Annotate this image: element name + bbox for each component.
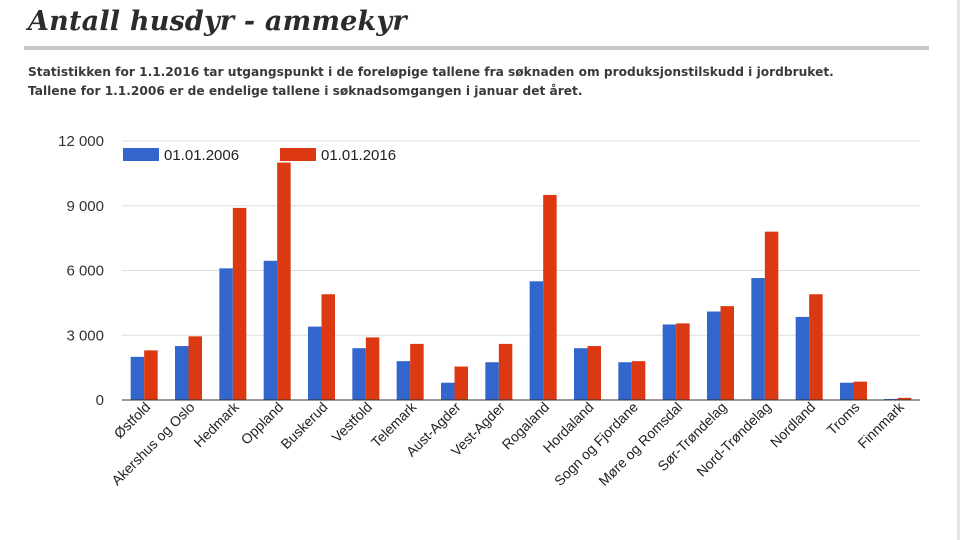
bar-2016[interactable] bbox=[631, 361, 646, 400]
bar-2006[interactable] bbox=[396, 361, 411, 400]
bars bbox=[130, 162, 912, 400]
legend-swatch-2006[interactable] bbox=[123, 148, 159, 161]
bar-2016[interactable] bbox=[897, 397, 912, 400]
bar-2016[interactable] bbox=[365, 337, 380, 400]
bar-2016[interactable] bbox=[587, 346, 602, 400]
x-category-label: Finnmark bbox=[854, 398, 907, 451]
x-category-label: Nordland bbox=[767, 399, 818, 450]
bar-2016[interactable] bbox=[277, 162, 291, 400]
bar-2006[interactable] bbox=[130, 356, 145, 400]
y-tick-label: 6 000 bbox=[66, 263, 104, 280]
slide-edge bbox=[957, 0, 960, 540]
bar-2006[interactable] bbox=[707, 311, 721, 400]
y-tick-label: 12 000 bbox=[58, 133, 104, 150]
y-tick-label: 0 bbox=[96, 392, 104, 409]
bar-2016[interactable] bbox=[454, 366, 469, 400]
bar-2006[interactable] bbox=[219, 268, 233, 400]
x-category-label: Troms bbox=[824, 399, 863, 438]
bar-2006[interactable] bbox=[751, 278, 765, 400]
bar-2006[interactable] bbox=[485, 362, 499, 400]
x-category-label: Buskerud bbox=[277, 399, 330, 452]
legend-label-2016[interactable]: 01.01.2016 bbox=[321, 147, 396, 164]
bar-2016[interactable] bbox=[498, 343, 513, 400]
x-category-label: Hedmark bbox=[190, 398, 242, 450]
x-category-label: Sogn og Fjordane bbox=[551, 399, 641, 489]
legend-label-2006[interactable]: 01.01.2006 bbox=[164, 147, 239, 164]
bar-2006[interactable] bbox=[441, 382, 455, 400]
bar-2016[interactable] bbox=[321, 294, 336, 400]
bar-2006[interactable] bbox=[529, 281, 544, 400]
y-axis-ticks: 0 3 000 6 000 9 000 12 000 bbox=[58, 133, 104, 409]
legend[interactable]: 01.01.2006 01.01.2016 bbox=[123, 147, 396, 164]
bar-2016[interactable] bbox=[232, 207, 247, 400]
bar-2006[interactable] bbox=[795, 316, 810, 400]
bar-2016[interactable] bbox=[853, 381, 868, 400]
bar-2016[interactable] bbox=[809, 294, 823, 400]
chart-description: Statistikken for 1.1.2016 tar utgangspun… bbox=[28, 63, 938, 101]
bar-2006[interactable] bbox=[308, 326, 322, 400]
x-category-label: Akershus og Oslo bbox=[108, 399, 198, 489]
description-line-2: Tallene for 1.1.2006 er de endelige tall… bbox=[28, 84, 583, 98]
x-category-label: Møre og Romsdal bbox=[595, 399, 685, 489]
title-divider bbox=[24, 46, 929, 50]
bar-2006[interactable] bbox=[840, 382, 854, 400]
bar-2016[interactable] bbox=[720, 306, 735, 400]
bar-2006[interactable] bbox=[175, 346, 189, 400]
y-tick-label: 3 000 bbox=[66, 327, 104, 344]
bar-2016[interactable] bbox=[188, 336, 203, 400]
y-tick-label: 9 000 bbox=[66, 198, 104, 215]
bar-2006[interactable] bbox=[662, 324, 677, 400]
bar-2006[interactable] bbox=[352, 348, 366, 400]
x-category-label: Østfold bbox=[111, 399, 154, 442]
bar-2006[interactable] bbox=[884, 398, 898, 400]
bar-2006[interactable] bbox=[263, 260, 278, 400]
bar-2016[interactable] bbox=[410, 343, 424, 400]
bar-2016[interactable] bbox=[764, 231, 779, 400]
bar-2016[interactable] bbox=[144, 350, 158, 400]
legend-swatch-2016[interactable] bbox=[280, 148, 316, 161]
bar-2016[interactable] bbox=[676, 323, 690, 400]
bar-2006[interactable] bbox=[618, 362, 632, 400]
description-line-1: Statistikken for 1.1.2016 tar utgangspun… bbox=[28, 65, 834, 79]
page-title: Antall husdyr - ammekyr bbox=[28, 6, 407, 37]
bar-2016[interactable] bbox=[543, 194, 557, 400]
gridlines bbox=[122, 140, 920, 336]
bar-2006[interactable] bbox=[574, 348, 588, 400]
